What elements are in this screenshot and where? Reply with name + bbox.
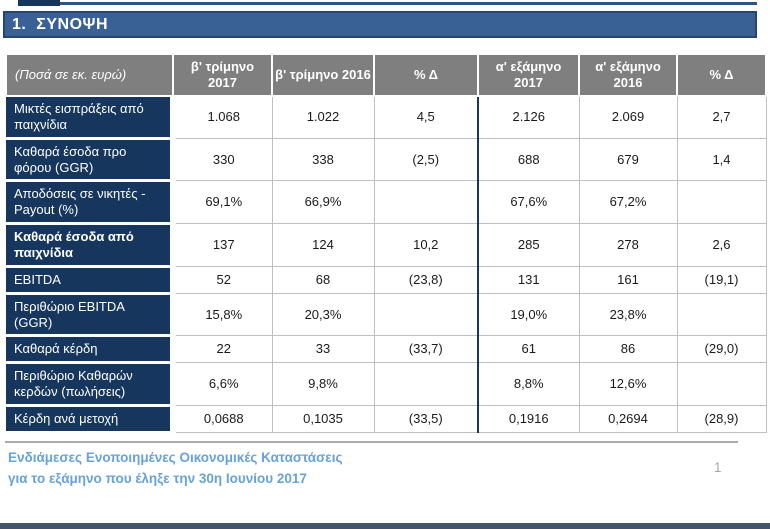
cell-value: 68 — [271, 265, 375, 294]
cell-value: 679 — [578, 137, 678, 182]
cell-value: 61 — [477, 335, 580, 364]
cell-value — [676, 180, 767, 225]
row-label: Περιθώριο EBITDA (GGR) — [6, 293, 176, 338]
table-row: Αποδόσεις σε νικητές - Payout (%) 69,1% 66… — [6, 180, 767, 226]
cell-value: 22 — [172, 335, 273, 364]
section-title-bar: 1. ΣΥΝΟΨΗ — [3, 11, 757, 38]
cell-value: 33 — [271, 335, 375, 364]
row-label: Περιθώριο Καθαρών κερδών (πωλήσεις) — [6, 362, 176, 408]
column-header-5: % Δ — [676, 53, 767, 97]
cell-value: 67,6% — [477, 180, 580, 225]
cell-value: (33,7) — [373, 335, 479, 364]
cell-value: 161 — [578, 265, 678, 294]
footer-line1: Ενδιάμεσες Ενοποιημένες Οικονομικές Κατα… — [8, 450, 343, 465]
column-header-3: α' εξάμηνο 2017 — [477, 53, 580, 97]
cell-value: 4,5 — [373, 95, 479, 139]
cell-value: (19,1) — [676, 265, 767, 294]
column-header-0: β' τρίμηνο 2017 — [172, 53, 273, 97]
top-rule-accent — [18, 0, 60, 6]
row-label: Καθαρά έσοδα προ φόρου (GGR) — [6, 138, 176, 183]
table-unit-label: (Ποσά σε εκ. ευρώ) — [5, 53, 174, 97]
cell-value: 15,8% — [172, 292, 273, 337]
financial-summary-table: (Ποσά σε εκ. ευρώ) β' τρίμηνο 2017 β' τρίμ… — [5, 53, 767, 434]
cell-value: (33,5) — [373, 405, 479, 433]
cell-value: 278 — [578, 223, 678, 267]
cell-value: 2,7 — [676, 95, 767, 139]
table-row: EBITDA 52 68 (23,8) 131 161 (19,1) — [6, 265, 767, 295]
cell-value: 1,4 — [676, 137, 767, 182]
cell-value: 10,2 — [373, 223, 479, 267]
footer-divider — [5, 441, 738, 443]
table-row: Μικτές εισπράξεις από παιχνίδια 1.068 1.02… — [6, 95, 767, 140]
cell-value: 23,8% — [578, 292, 678, 337]
cell-value: 0,1035 — [271, 405, 375, 433]
cell-value: 2.126 — [477, 95, 580, 139]
row-label: Αποδόσεις σε νικητές - Payout (%) — [6, 180, 176, 226]
table-row: Καθαρά έσοδα προ φόρου (GGR) 330 338 (2,5) 6… — [6, 137, 767, 183]
cell-value: 66,9% — [271, 180, 375, 225]
cell-value: (29,0) — [676, 335, 767, 364]
cell-value: 6,6% — [172, 362, 273, 407]
cell-value: 69,1% — [172, 180, 273, 225]
cell-value: 0,1916 — [477, 405, 580, 433]
cell-value: 688 — [477, 137, 580, 182]
cell-value: 124 — [271, 223, 375, 267]
cell-value: 1.068 — [172, 95, 273, 139]
table-row: Κέρδη ανά μετοχή 0,0688 0,1035 (33,5) 0,1916… — [6, 405, 767, 434]
bottom-bar — [0, 523, 770, 529]
cell-value: 2,6 — [676, 223, 767, 267]
cell-value: 12,6% — [578, 362, 678, 407]
cell-value: 19,0% — [477, 292, 580, 337]
cell-value — [373, 362, 479, 407]
table-row: Περιθώριο Καθαρών κερδών (πωλήσεις) 6,6% 9… — [6, 362, 767, 408]
cell-value: 52 — [172, 265, 273, 294]
footer-line2: για το εξάμηνο που έληξε την 30η Ιουνίου… — [8, 471, 307, 486]
cell-value — [676, 362, 767, 407]
table-header-row: (Ποσά σε εκ. ευρώ) β' τρίμηνο 2017 β' τρίμ… — [5, 53, 767, 97]
cell-value: 67,2% — [578, 180, 678, 225]
cell-value — [373, 180, 479, 225]
column-header-1: β' τρίμηνο 2016 — [271, 53, 375, 97]
cell-value: 137 — [172, 223, 273, 267]
cell-value: 86 — [578, 335, 678, 364]
cell-value — [676, 292, 767, 337]
table-row: Καθαρά έσοδα από παιχνίδια 137 124 10,2 285 2… — [6, 223, 767, 268]
row-label: EBITDA — [6, 266, 176, 295]
cell-value: 9,8% — [271, 362, 375, 407]
cell-value: 0,2694 — [578, 405, 678, 433]
section-title: 1. ΣΥΝΟΨΗ — [12, 15, 109, 33]
table-row: Περιθώριο EBITDA (GGR) 15,8% 20,3% 19,0% 23,… — [6, 292, 767, 338]
cell-value: 8,8% — [477, 362, 580, 407]
cell-value: 2.069 — [578, 95, 678, 139]
cell-value: 338 — [271, 137, 375, 182]
cell-value: (28,9) — [676, 405, 767, 433]
column-header-2: % Δ — [373, 53, 479, 97]
page-number: 1 — [714, 460, 722, 475]
top-rule — [18, 0, 757, 6]
cell-value — [373, 292, 479, 337]
cell-value: (23,8) — [373, 265, 479, 294]
cell-value: 1.022 — [271, 95, 375, 139]
row-label: Καθαρά έσοδα από παιχνίδια — [6, 223, 176, 268]
row-label: Μικτές εισπράξεις από παιχνίδια — [6, 96, 176, 140]
row-label: Κέρδη ανά μετοχή — [6, 405, 176, 434]
cell-value: (2,5) — [373, 137, 479, 182]
footer-text: Ενδιάμεσες Ενοποιημένες Οικονομικές Κατα… — [8, 447, 342, 489]
cell-value: 330 — [172, 137, 273, 182]
row-label: Καθαρά κέρδη — [6, 335, 176, 365]
table-row: Καθαρά κέρδη 22 33 (33,7) 61 86 (29,0) — [6, 335, 767, 365]
cell-value: 0,0688 — [172, 405, 273, 433]
cell-value: 131 — [477, 265, 580, 294]
cell-value: 20,3% — [271, 292, 375, 337]
column-header-4: α' εξάμηνο 2016 — [578, 53, 678, 97]
cell-value: 285 — [477, 223, 580, 267]
